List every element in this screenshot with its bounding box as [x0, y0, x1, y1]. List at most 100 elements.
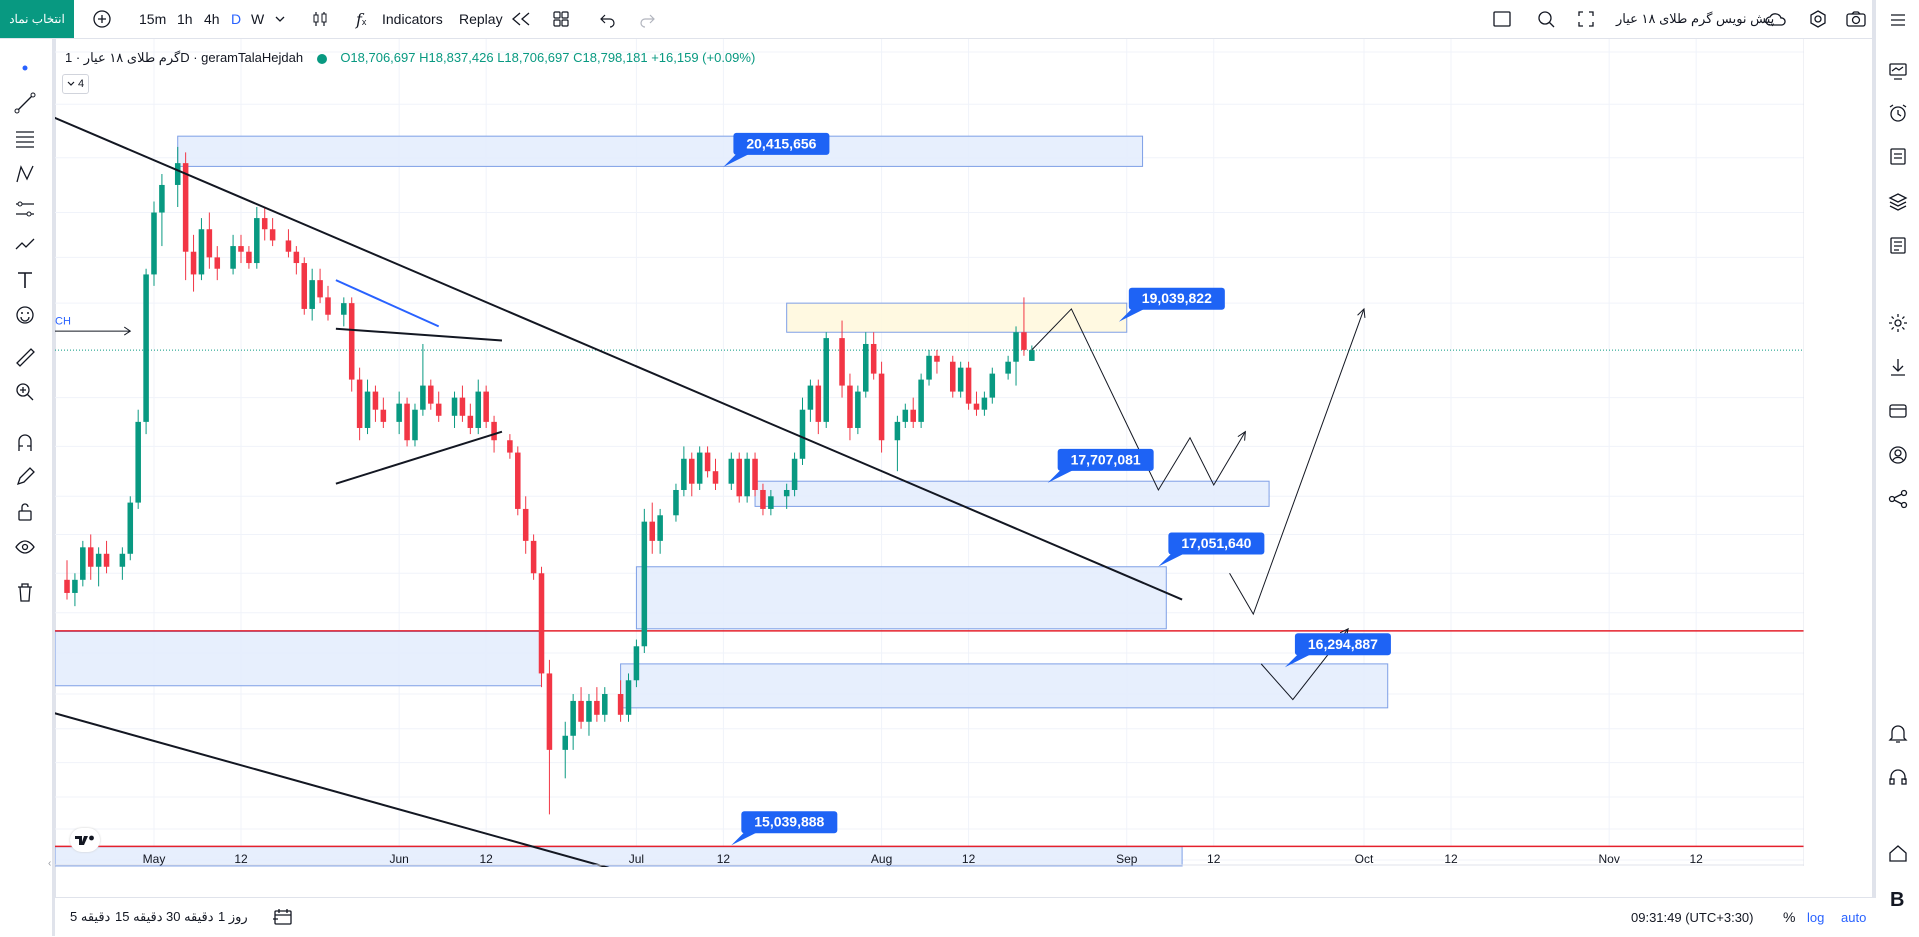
pattern-tool-icon[interactable]	[12, 161, 38, 187]
brush-path-icon[interactable]	[12, 231, 38, 257]
indicators-collapse-toggle[interactable]: 4	[62, 74, 90, 94]
lock-drawings-icon[interactable]	[12, 499, 38, 525]
time-axis[interactable]: May 12 Jun 12 Jul 12 Aug 12 Sep 12 Oct 12 Nov 12	[55, 847, 1804, 866]
quick-search-icon[interactable]	[1536, 0, 1556, 38]
eye-visibility-icon[interactable]	[12, 534, 38, 560]
symbol-title[interactable]: گرم طلای ۱۸ عیار · 1D · geramTalaHejdah	[65, 50, 304, 65]
candle-body	[791, 458, 798, 490]
indicators-button[interactable]: Indicators	[382, 11, 443, 27]
candle-body	[198, 229, 205, 275]
settings-hexagon-icon[interactable]	[1808, 0, 1828, 38]
candle-body	[372, 391, 379, 410]
add-symbol-icon[interactable]	[92, 0, 112, 38]
bottom-toolbar: 5 دقیقه 15 دقیقه 30 دقیقه 1 روز 09:31:49…	[55, 897, 1876, 937]
trendline	[55, 712, 610, 867]
candle-body	[617, 694, 624, 715]
magnet-icon[interactable]	[12, 429, 38, 455]
range-1d[interactable]: 1 روز	[218, 909, 248, 924]
cloud-save-icon[interactable]	[1764, 0, 1788, 38]
interval-1h[interactable]: 1h	[177, 11, 193, 27]
headset-support-icon[interactable]	[1885, 764, 1911, 790]
candle-body	[230, 246, 236, 269]
candle-body	[451, 397, 458, 416]
candle-body	[356, 379, 363, 428]
range-30m[interactable]: 30 دقیقه	[166, 909, 214, 924]
candle-body	[467, 415, 474, 428]
maximize-icon[interactable]	[1577, 0, 1595, 38]
time-tick-label: Jul	[629, 852, 644, 866]
interval-15m[interactable]: 15m	[139, 11, 167, 27]
date-range-calendar-icon[interactable]	[272, 898, 294, 936]
camera-snapshot-icon[interactable]	[1845, 0, 1867, 38]
layout-grid-icon[interactable]	[552, 0, 570, 38]
percent-scale-toggle[interactable]: %	[1783, 909, 1796, 925]
interval-1w[interactable]: W	[251, 11, 265, 27]
interval-1d[interactable]: D	[231, 11, 242, 27]
candle-body	[696, 452, 703, 484]
fib-retracement-icon[interactable]	[12, 126, 38, 152]
price-zone-box	[55, 630, 543, 687]
object-tree-icon[interactable]	[1885, 232, 1911, 258]
interval-4h[interactable]: 4h	[204, 11, 220, 27]
candles-chart-type-icon[interactable]	[310, 0, 330, 38]
notifications-bell-icon[interactable]	[1885, 720, 1911, 746]
menu-hamburger-icon[interactable]	[1885, 7, 1911, 33]
symbol-search-button[interactable]: انتخاب نماد	[0, 0, 74, 38]
replay-rewind-icon[interactable]	[510, 0, 532, 38]
log-scale-toggle[interactable]: log	[1807, 909, 1825, 925]
replay-button[interactable]: Replay	[459, 11, 503, 27]
layout-name[interactable]: پیش نویس گرم طلای ۱۸ عیار	[1616, 11, 1775, 26]
brand-b-icon[interactable]: B	[1885, 885, 1911, 911]
candle-body	[293, 251, 300, 264]
calendar-news-icon[interactable]	[1885, 143, 1911, 169]
candle-body	[64, 579, 70, 593]
watchlist-icon[interactable]	[1885, 58, 1911, 84]
home-icon[interactable]	[1885, 840, 1911, 866]
candle-body	[689, 458, 695, 484]
draw-mode-pencil-icon[interactable]	[12, 464, 38, 490]
settings-gear-icon[interactable]	[1885, 310, 1911, 336]
range-5m[interactable]: 5 دقیقه	[70, 909, 111, 924]
range-15m[interactable]: 15 دقیقه	[115, 909, 163, 924]
ruler-measure-icon[interactable]	[12, 344, 38, 370]
candle-body	[625, 680, 632, 715]
price-chart[interactable]: CH 20,415,656 19,039,822 17,707,081 17,051,…	[55, 39, 1804, 867]
credit-card-icon[interactable]	[1885, 398, 1911, 424]
candle-body	[285, 240, 292, 252]
candle-body	[910, 409, 916, 422]
callout-box	[733, 132, 830, 155]
crosshair-cursor-icon[interactable]	[12, 55, 38, 81]
candle-body	[87, 547, 94, 567]
auto-scale-toggle[interactable]: auto	[1841, 909, 1867, 925]
redo-icon[interactable]	[638, 0, 656, 38]
candle-body	[562, 735, 569, 750]
zoom-in-icon[interactable]	[12, 379, 38, 405]
time-tick-label: 12	[1689, 852, 1703, 866]
candle-body	[483, 391, 489, 422]
callout-pointer	[1047, 468, 1076, 483]
download-icon[interactable]	[1885, 354, 1911, 380]
emoji-icon[interactable]	[12, 302, 38, 328]
right-sidebar: B	[1872, 0, 1919, 936]
forecast-tool-icon[interactable]	[12, 196, 38, 222]
callout-label: 19,039,822	[1142, 290, 1212, 306]
chart-legend: گرم طلای ۱۸ عیار · 1D · geramTalaHejdah …	[65, 50, 755, 66]
text-tool-icon[interactable]	[12, 267, 38, 293]
tradingview-logo-icon[interactable]	[70, 828, 100, 852]
undo-icon[interactable]	[599, 0, 617, 38]
interval-dropdown-chevron-down-icon[interactable]	[274, 0, 286, 38]
time-tick-label: Jun	[389, 852, 408, 866]
collapse-toolbar-chevron-icon[interactable]: ‹	[48, 858, 52, 869]
layers-icon[interactable]	[1885, 189, 1911, 215]
candle-body	[760, 489, 766, 509]
alarm-clock-icon[interactable]	[1885, 100, 1911, 126]
trend-line-icon[interactable]	[12, 90, 38, 116]
share-icon[interactable]	[1885, 486, 1911, 512]
callout-box	[1168, 532, 1265, 555]
fullscreen-frame-icon[interactable]	[1492, 0, 1512, 38]
user-profile-icon[interactable]	[1885, 442, 1911, 468]
candle-body	[973, 403, 980, 410]
clock-time[interactable]: 09:31:49 (UTC+3:30)	[1631, 909, 1754, 925]
trash-delete-icon[interactable]	[12, 579, 38, 605]
